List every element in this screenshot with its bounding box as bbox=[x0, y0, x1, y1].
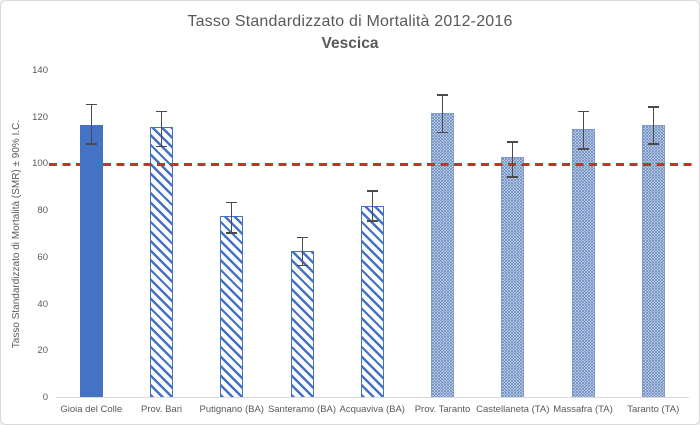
error-bar-cap-top bbox=[85, 103, 97, 106]
error-bar-cap-bottom bbox=[437, 131, 448, 134]
x-axis-label-6: Prov. Taranto bbox=[414, 404, 471, 415]
bar-taranto-ta- bbox=[641, 124, 665, 398]
error-bar-cap-bottom bbox=[647, 143, 659, 145]
y-tick-label-120: 120 bbox=[32, 111, 48, 123]
x-axis-label-5: Acquaviva (BA) bbox=[339, 404, 405, 415]
error-bar-cap-top bbox=[507, 141, 519, 143]
plot-area: 0 20 40 60 80 100 120 140 Gioia del Colle Prov. B… bbox=[32, 66, 696, 415]
reference-line-100 bbox=[49, 163, 696, 166]
x-axis-label-8: Massafra (TA) bbox=[553, 404, 613, 415]
bar-santeramo-ba- bbox=[290, 250, 314, 398]
error-bar-cap-top bbox=[437, 94, 448, 96]
x-axis-label-3: Putignano (BA) bbox=[199, 404, 264, 415]
x-axis-label-2: Prov. Bari bbox=[140, 404, 182, 415]
error-bar-line bbox=[442, 94, 443, 132]
x-axis-line bbox=[56, 397, 689, 398]
bar-putignano-ba- bbox=[220, 215, 244, 398]
error-bar-cap-bottom bbox=[85, 143, 97, 145]
error-bar-cap-bottom bbox=[226, 232, 238, 234]
error-bar-line bbox=[371, 190, 373, 221]
error-bar-line bbox=[161, 110, 162, 146]
chart-subtitle: Vescica bbox=[321, 35, 379, 52]
error-bar-line bbox=[512, 141, 514, 177]
error-bar-cap-top bbox=[226, 201, 238, 204]
error-bar-cap-bottom bbox=[577, 148, 589, 150]
x-axis-label-7: Castellaneta (TA) bbox=[476, 404, 550, 415]
x-axis-label-4: Santeramo (BA) bbox=[267, 404, 337, 415]
bar-gioia-del-colle bbox=[79, 124, 103, 398]
error-bar-cap-bottom bbox=[296, 264, 308, 267]
error-bar-line bbox=[231, 201, 233, 233]
y-tick-label-40: 40 bbox=[37, 298, 48, 310]
error-bar-line bbox=[652, 106, 654, 144]
y-tick-label-80: 80 bbox=[37, 205, 48, 217]
error-bar-cap-top bbox=[647, 106, 659, 108]
y-tick-label-0: 0 bbox=[42, 392, 48, 403]
error-bar-cap-bottom bbox=[507, 176, 519, 178]
bar-prov-bari bbox=[150, 127, 173, 398]
y-tick-label-140: 140 bbox=[32, 65, 48, 76]
error-bar-cap-bottom bbox=[366, 220, 378, 222]
bar-massafra-ta- bbox=[571, 129, 595, 398]
error-bar-cap-bottom bbox=[156, 145, 167, 148]
x-axis-label-9: Taranto (TA) bbox=[627, 404, 680, 415]
error-bar-cap-top bbox=[296, 236, 308, 239]
bar-acquaviva-ba- bbox=[360, 206, 384, 398]
x-axis-label-1: Gioia del Colle bbox=[60, 404, 123, 415]
bar-prov-taranto bbox=[431, 113, 454, 398]
error-bar-cap-top bbox=[366, 190, 378, 192]
error-bar-line bbox=[582, 110, 584, 149]
bar-castellaneta-ta- bbox=[501, 157, 525, 398]
error-bar-cap-top bbox=[156, 110, 167, 113]
y-tick-label-100: 100 bbox=[32, 158, 48, 170]
y-tick-label-60: 60 bbox=[37, 251, 48, 263]
error-bar-line bbox=[301, 236, 303, 265]
error-bar-line bbox=[90, 103, 92, 144]
y-tick-label-20: 20 bbox=[37, 345, 48, 357]
error-bar-cap-top bbox=[577, 110, 589, 113]
chart-title: Tasso Standardizzato di Mortalità 2012-2… bbox=[187, 13, 513, 30]
